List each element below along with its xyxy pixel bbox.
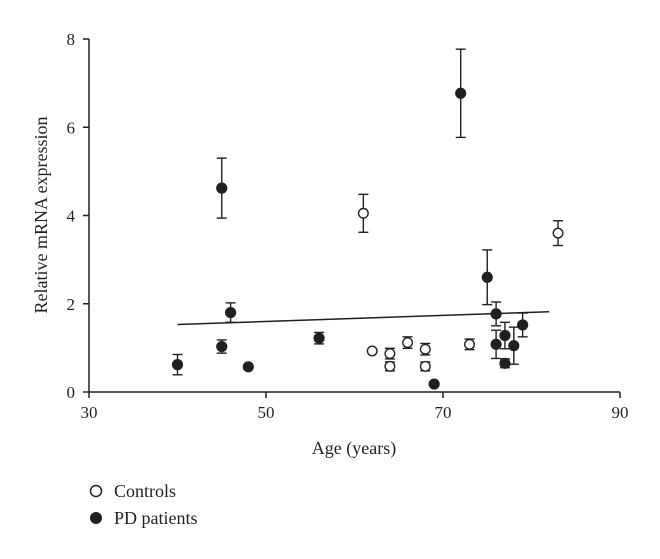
- pd-patient-point: [216, 339, 228, 354]
- x-tick-label: 70: [435, 403, 452, 422]
- open-circle-marker: [552, 227, 564, 239]
- pd-patient-point: [508, 326, 520, 365]
- y-tick-label: 6: [67, 118, 76, 137]
- filled-circle-marker: [481, 271, 493, 283]
- data-points: [171, 48, 564, 390]
- open-circle-marker: [464, 338, 476, 350]
- pd-patient-point: [490, 301, 502, 327]
- pd-patient-point: [499, 321, 511, 350]
- control-point: [464, 338, 476, 351]
- filled-circle-marker: [242, 361, 254, 373]
- control-point: [384, 347, 396, 360]
- filled-circle-marker: [216, 340, 228, 353]
- pd-patient-point: [313, 331, 325, 345]
- pd-patient-point: [171, 353, 184, 376]
- open-circle-marker: [384, 360, 396, 372]
- pd-patient-point: [225, 302, 237, 323]
- x-tick-label: 30: [81, 403, 98, 422]
- filled-circle-marker: [455, 87, 467, 99]
- filled-circle-marker: [490, 338, 502, 350]
- control-point: [419, 342, 431, 356]
- pd-patient-point: [216, 157, 228, 219]
- filled-circle-marker: [171, 359, 184, 371]
- open-circle-marker: [402, 337, 414, 349]
- legend-label-controls: Controls: [114, 481, 176, 501]
- open-circle-marker: [366, 345, 378, 357]
- open-circle-marker: [384, 348, 396, 360]
- y-tick-label: 4: [67, 207, 76, 226]
- axis-ticks: 30 50 70 90 0 2 4 6 8: [67, 30, 629, 422]
- legend: Controls PD patients: [89, 481, 198, 528]
- pd-patient-point: [517, 312, 529, 338]
- legend-item-pd-patients: PD patients: [90, 508, 198, 528]
- control-point: [552, 220, 564, 247]
- pd-patient-point: [481, 249, 493, 306]
- open-circle-marker: [419, 360, 431, 372]
- control-point: [366, 345, 378, 357]
- filled-circle-marker: [313, 332, 325, 344]
- y-tick-label: 8: [67, 30, 76, 49]
- pd-patient-point: [455, 48, 467, 139]
- pd-patient-point: [490, 329, 502, 360]
- filled-circle-marker: [517, 319, 529, 331]
- filled-circle-marker: [428, 378, 440, 390]
- pd-patient-point: [428, 378, 440, 390]
- x-tick-label: 50: [258, 403, 275, 422]
- legend-item-controls: Controls: [89, 481, 176, 501]
- control-point: [402, 336, 414, 350]
- legend-label-pd-patients: PD patients: [114, 508, 198, 528]
- y-tick-label: 2: [67, 295, 76, 314]
- control-point: [357, 193, 369, 233]
- pd-patient-point: [242, 361, 254, 373]
- filled-circle-marker: [499, 357, 511, 369]
- y-axis-title: Relative mRNA expression: [31, 117, 51, 314]
- filled-circle-marker: [499, 329, 511, 342]
- filled-circle-marker: [490, 308, 502, 320]
- legend-filled-circle-icon: [90, 512, 102, 524]
- open-circle-marker: [357, 207, 369, 219]
- trendline: [177, 310, 550, 326]
- x-tick-label: 90: [612, 403, 629, 422]
- filled-circle-marker: [508, 340, 520, 352]
- filled-circle-marker: [216, 182, 228, 194]
- x-axis-title: Age (years): [312, 438, 396, 459]
- y-tick-label: 0: [67, 383, 76, 402]
- open-circle-marker: [419, 343, 431, 355]
- pd-patient-point: [499, 357, 511, 369]
- legend-open-circle-icon: [89, 484, 103, 498]
- filled-circle-marker: [225, 306, 237, 319]
- control-point: [384, 360, 396, 372]
- control-point: [419, 360, 431, 372]
- plot-area: 30 50 70 90 0 2 4 6 8: [67, 30, 629, 422]
